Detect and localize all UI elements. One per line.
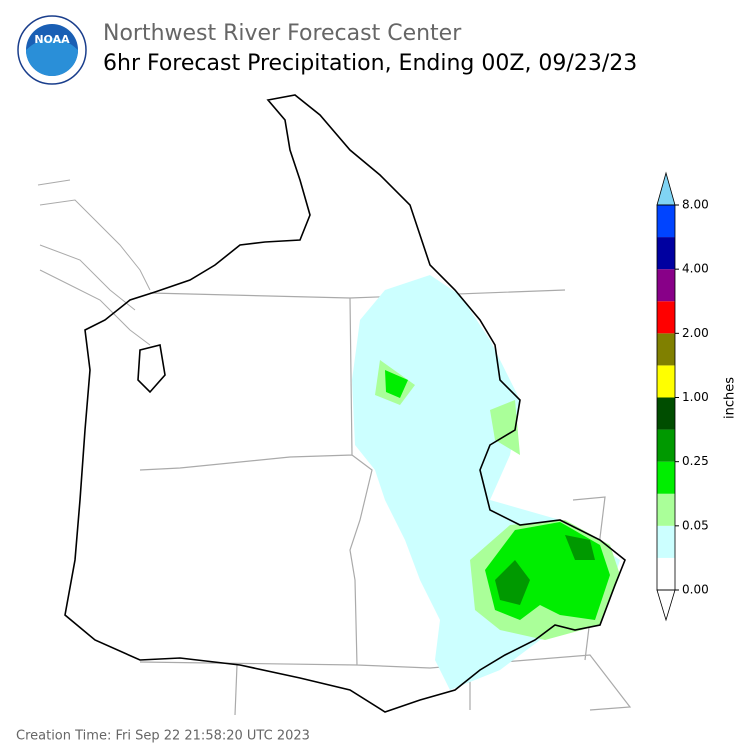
colorbar-segment xyxy=(657,333,675,366)
colorbar: 0.00 0.05 0.25 1.00 2.00 4.00 8.00 xyxy=(656,171,709,622)
colorbar-segment xyxy=(657,269,675,302)
colorbar-under xyxy=(656,589,676,622)
colorbar-segment xyxy=(657,365,675,398)
colorbar-segment xyxy=(657,301,675,334)
colorbar-segment xyxy=(657,557,675,590)
colorbar-tick-label: 4.00 xyxy=(682,262,709,276)
colorbar-segment xyxy=(657,493,675,526)
colorbar-tick-label: 1.00 xyxy=(682,390,709,404)
map xyxy=(37,94,632,716)
colorbar-segment xyxy=(657,525,675,558)
creation-time: Creation Time: Fri Sep 22 21:58:20 UTC 2… xyxy=(16,729,310,744)
colorbar-tick-label: 0.00 xyxy=(682,583,709,597)
logo-text: NOAA xyxy=(34,33,70,46)
colorbar-segment xyxy=(657,237,675,270)
colorbar-over xyxy=(656,171,676,206)
colorbar-tick-label: 0.05 xyxy=(682,518,709,532)
precip-heavy xyxy=(385,370,610,620)
precip-very-heavy xyxy=(495,535,595,605)
colorbar-label: inches xyxy=(723,377,738,419)
subtitle: 6hr Forecast Precipitation, Ending 00Z, … xyxy=(103,51,637,76)
canada-coast xyxy=(37,179,151,346)
basin-outline xyxy=(64,94,626,713)
colorbar-segment xyxy=(657,205,675,238)
title: Northwest River Forecast Center xyxy=(103,21,462,46)
logo: NOAA xyxy=(17,15,87,85)
colorbar-segment xyxy=(657,429,675,462)
colorbar-segment xyxy=(657,461,675,494)
colorbar-tick-label: 8.00 xyxy=(682,198,709,212)
colorbar-tick-label: 2.00 xyxy=(682,326,709,340)
colorbar-segment xyxy=(657,397,675,430)
colorbar-tick-label: 0.25 xyxy=(682,454,709,468)
